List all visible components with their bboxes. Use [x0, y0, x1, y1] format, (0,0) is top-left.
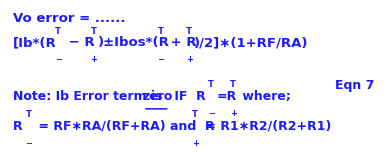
Text: Eqn 7: Eqn 7 — [335, 79, 374, 92]
Text: − R: − R — [63, 36, 94, 49]
Text: T: T — [26, 110, 31, 119]
Text: [Ib*(R: [Ib*(R — [13, 36, 57, 49]
Text: T: T — [55, 27, 61, 36]
Text: +: + — [186, 55, 193, 64]
Text: where;: where; — [238, 90, 291, 103]
Text: zero: zero — [143, 90, 173, 103]
Text: + R: + R — [166, 36, 196, 49]
Text: R: R — [13, 120, 22, 133]
Text: T: T — [91, 27, 96, 36]
Text: T: T — [208, 80, 214, 89]
Text: +: + — [192, 139, 199, 148]
Text: −: − — [26, 139, 33, 148]
Text: Vo error = ......: Vo error = ...... — [13, 12, 125, 25]
Text: T: T — [158, 27, 163, 36]
Text: T: T — [230, 80, 236, 89]
Text: =R: =R — [217, 90, 237, 103]
Text: −: − — [208, 109, 215, 118]
Text: −: − — [158, 55, 164, 64]
Text: )±Ibos*(R: )±Ibos*(R — [98, 36, 170, 49]
Text: = R1∗R2/(R2+R1): = R1∗R2/(R2+R1) — [201, 120, 332, 133]
Text: Note: Ib Error term is: Note: Ib Error term is — [13, 90, 167, 103]
Text: = RF∗RA/(RF+RA) and  R: = RF∗RA/(RF+RA) and R — [34, 120, 215, 133]
Text: T: T — [192, 110, 198, 119]
Text: )/2]∗(1+RF/RA): )/2]∗(1+RF/RA) — [194, 36, 308, 49]
Text: T: T — [186, 27, 192, 36]
Text: IF  R: IF R — [170, 90, 205, 103]
Text: +: + — [230, 109, 237, 118]
Text: −: − — [55, 55, 62, 64]
Text: +: + — [91, 55, 98, 64]
